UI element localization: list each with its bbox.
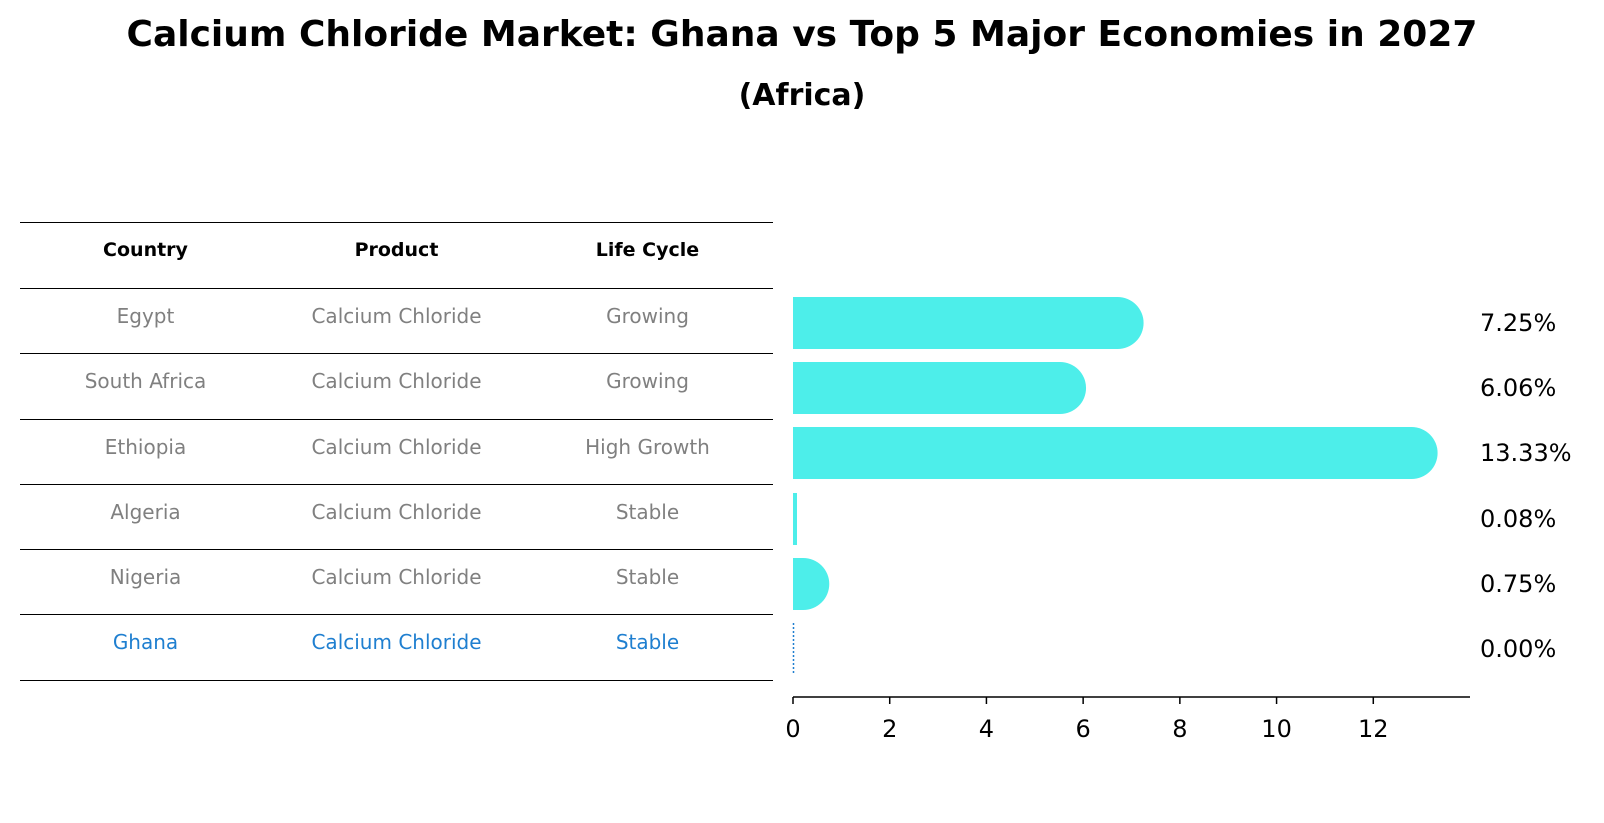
x-tick-label: 2 <box>882 715 897 743</box>
table-rule <box>20 614 773 615</box>
header-country: Country <box>103 239 188 261</box>
cell-product: Calcium Chloride <box>311 369 482 393</box>
cell-life-cycle: Growing <box>606 369 689 393</box>
cell-life-cycle: Stable <box>615 500 680 524</box>
cell-country: Egypt <box>116 304 175 328</box>
table-rule <box>20 353 773 354</box>
bar-value-label: 0.75% <box>1480 570 1556 598</box>
cell-product: Calcium Chloride <box>311 304 482 328</box>
cell-product: Calcium Chloride <box>311 435 482 459</box>
bar-value-label: 13.33% <box>1480 439 1572 467</box>
bar <box>793 493 797 545</box>
cell-life-cycle: Growing <box>606 304 689 328</box>
x-tick-label: 6 <box>1076 715 1091 743</box>
chart-subtitle: (Africa) <box>738 78 866 113</box>
x-tick-label: 0 <box>785 715 800 743</box>
cell-country-highlight: Ghana <box>112 630 179 654</box>
cell-product: Calcium Chloride <box>311 565 482 589</box>
table-rule <box>20 288 773 289</box>
cell-country: Nigeria <box>109 565 182 589</box>
table-rule <box>20 484 773 485</box>
cell-country: Ethiopia <box>104 435 187 459</box>
table-rule <box>20 680 773 681</box>
header-life-cycle: Life Cycle <box>595 239 700 261</box>
table-rule <box>20 549 773 550</box>
header-product: Product <box>354 239 439 261</box>
x-tick-label: 12 <box>1358 715 1389 743</box>
cell-life-cycle: High Growth <box>585 435 710 459</box>
cell-product: Calcium Chloride <box>311 500 482 524</box>
bar <box>793 427 1438 479</box>
x-tick-label: 8 <box>1172 715 1187 743</box>
cell-country: Algeria <box>110 500 181 524</box>
bar-value-label: 7.25% <box>1480 309 1556 337</box>
cell-product-highlight: Calcium Chloride <box>311 630 482 654</box>
x-tick-label: 10 <box>1261 715 1292 743</box>
bar <box>793 558 830 610</box>
bar-value-label: 0.00% <box>1480 635 1556 663</box>
bar <box>793 362 1087 414</box>
bar-value-label: 0.08% <box>1480 505 1556 533</box>
chart-title: Calcium Chloride Market: Ghana vs Top 5 … <box>126 14 1478 55</box>
table-rule <box>20 419 773 420</box>
bar <box>793 297 1144 349</box>
cell-country: South Africa <box>84 369 207 393</box>
x-tick-label: 4 <box>979 715 994 743</box>
cell-life-cycle: Stable <box>615 565 680 589</box>
bar-value-label: 6.06% <box>1480 374 1556 402</box>
cell-life-cycle-highlight: Stable <box>615 630 680 654</box>
table-rule <box>20 222 773 223</box>
